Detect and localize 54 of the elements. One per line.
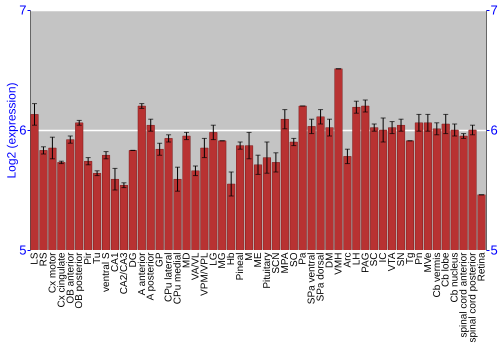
x-tick-label: Pn [414,252,425,265]
x-tick-label: IC [378,252,390,262]
x-tick-label: VMH [333,252,344,275]
y2-tick-label: 5 [490,242,498,258]
x-tick-label: CA1 [110,252,121,272]
x-tick-label: Pituitary [262,252,273,289]
x-tick-label: Retina [476,252,488,282]
x-tick-label: LS [30,252,41,265]
y-tick-label: 6 [19,122,26,138]
x-tick-label: CPu medial [172,252,184,304]
x-tick-label: SO [288,252,300,267]
x-tick-label: A anterior [136,252,148,296]
x-tick-label: ME [253,252,264,268]
x-tick-label: Cx motor [47,252,58,294]
y-axis-title: Log2 (expression) [4,82,18,179]
x-tick-label: PAG [360,252,372,273]
x-tick-label: Arc [342,252,354,268]
x-tick-label: SN [396,252,408,266]
x-tick-label: MD [181,252,192,268]
x-tick-label: DG [128,252,139,268]
x-tick-label: MPA [280,252,291,274]
x-tick-label: spinal cord posterior [468,252,479,343]
y2-tick-label: 6 [490,122,498,138]
x-tick-label: SCN [270,252,282,274]
x-tick-label: Pineal [235,252,246,280]
x-tick-label: SC [369,252,380,266]
x-tick-label: M [244,252,256,261]
x-tick-label: Cb nucleus [450,252,461,303]
y2-tick-label: 7 [490,2,498,18]
x-tick-label: Pir [83,252,94,265]
x-tick-label: Hb [226,252,238,266]
x-tick-label: RS [38,252,50,266]
x-tick-label: Tg [404,252,416,264]
x-tick-label: OB anterior [65,252,76,304]
x-tick-label: VTA [387,252,398,272]
x-tick-label: A posterior [146,252,157,300]
x-tick-label: Cb lobe [440,252,452,287]
y-tick-label: 7 [19,2,26,18]
y-tick-label: 5 [19,242,26,258]
x-tick-label: VPM/VPL [199,252,210,296]
x-tick-label: Tu [92,252,104,264]
x-tick-label: DM [324,252,336,268]
x-tick-label: spinal cord anterior [458,252,470,338]
x-tick-label: GP [154,252,166,267]
x-tick-label: VA/VL [190,252,202,280]
x-tick-label: Pa [298,252,309,265]
x-tick-label: MVe [422,252,434,273]
x-tick-label: LH [351,252,362,266]
x-tick-label: OB posterior [74,252,86,309]
x-tick-label: CA2/CA3 [118,252,130,294]
x-tick-label: SPa dorsal [316,252,327,302]
x-tick-label: ventral S [101,252,112,292]
x-tick-label: Cx cingulate [56,252,68,308]
x-tick-label: LG [208,252,220,266]
